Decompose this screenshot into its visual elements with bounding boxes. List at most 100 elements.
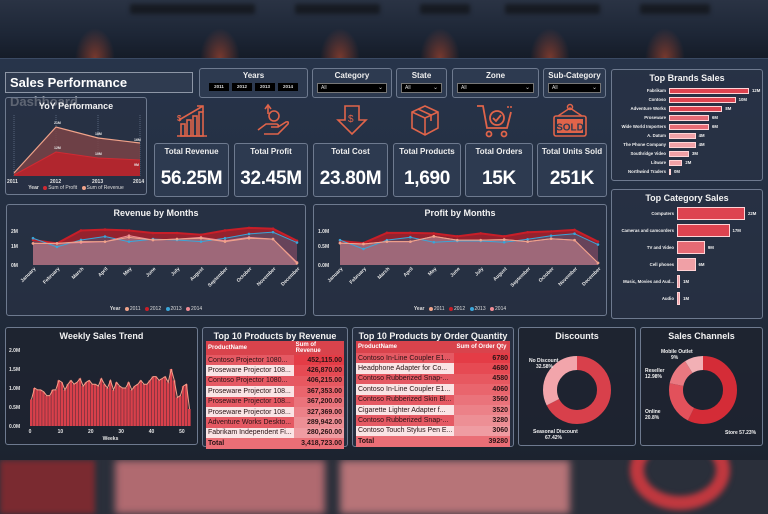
table-row[interactable]: Adventure Works Deskto... 289,942.00 bbox=[206, 417, 344, 428]
bar-row[interactable]: Wide World Importers 6M bbox=[614, 123, 718, 130]
kpi-value: 32.45M bbox=[240, 168, 302, 189]
total-row: Total 3,418,723.00 bbox=[206, 438, 344, 450]
blurred-background-top bbox=[0, 0, 768, 58]
table-row[interactable]: Contoso Projector 1080... 452,115.00 bbox=[206, 355, 344, 366]
year-button-2013[interactable]: 2013 bbox=[255, 83, 275, 91]
table-row[interactable]: Contoso Projector 1080... 406,215.00 bbox=[206, 375, 344, 387]
subcategory-dropdown[interactable]: All ⌄ bbox=[548, 83, 601, 93]
weekly-bar-plot: 2.0M 1.5M 1.0M 0.5M 0.0M 0 10 20 30 40 50 Weeks bbox=[9, 348, 191, 442]
bar-value: 1M bbox=[683, 296, 690, 301]
table-row[interactable]: Contoso Touch Stylus Pen E... 3060 bbox=[356, 425, 510, 437]
bar[interactable] bbox=[669, 114, 709, 121]
column-header-order-qty[interactable]: Sum of Order Qty bbox=[454, 341, 510, 353]
bar[interactable] bbox=[669, 96, 736, 103]
bar[interactable] bbox=[677, 224, 730, 237]
bar[interactable] bbox=[669, 87, 749, 94]
bar-row[interactable]: A. Datum 4M bbox=[614, 132, 705, 139]
table-row[interactable]: Contoso In-Line Coupler E1... 4060 bbox=[356, 384, 510, 395]
bar[interactable] bbox=[669, 123, 709, 130]
bar-row[interactable]: Litware 2M bbox=[614, 159, 691, 166]
bar-value: 9M bbox=[707, 245, 714, 250]
svg-text:Seasonal Discount: Seasonal Discount bbox=[533, 429, 578, 435]
svg-text:Store 57.23%: Store 57.23% bbox=[725, 430, 757, 436]
table-row[interactable]: Contoso Rubberized Skin Bl... 3560 bbox=[356, 394, 510, 405]
subcategory-slicer-label: Sub-Category bbox=[548, 71, 601, 80]
bar-value: 8M bbox=[725, 106, 732, 111]
svg-text:May: May bbox=[427, 266, 438, 277]
bar-value: 6M bbox=[712, 124, 718, 129]
table-row[interactable]: Proseware Projector 108... 426,870.00 bbox=[206, 365, 344, 376]
bar-row[interactable]: The Phone Company 4M bbox=[614, 141, 705, 148]
table-row[interactable]: Contoso Rubberized Snap-... 3280 bbox=[356, 415, 510, 426]
bar-row[interactable]: Southridge Video 3M bbox=[614, 150, 698, 157]
table-row[interactable]: Contoso Rubberized Snap-... 4580 bbox=[356, 373, 510, 385]
bar-row[interactable]: Northwind Traders 0M bbox=[614, 168, 680, 175]
svg-text:16M: 16M bbox=[134, 138, 141, 142]
svg-text:January: January bbox=[20, 266, 38, 284]
svg-text:1M: 1M bbox=[11, 244, 18, 250]
svg-text:9M: 9M bbox=[134, 163, 139, 167]
bar[interactable] bbox=[669, 150, 689, 157]
bar[interactable] bbox=[677, 207, 745, 220]
category-dropdown[interactable]: All ⌄ bbox=[317, 83, 387, 93]
table-row[interactable]: Contoso In-Line Coupler E1... 6780 bbox=[356, 353, 510, 364]
table-row[interactable]: Headphone Adapter for Co... 4680 bbox=[356, 363, 510, 374]
bar-row[interactable]: Proseware 6M bbox=[614, 114, 718, 121]
column-header-product[interactable]: ProductName bbox=[356, 341, 455, 353]
product-name-cell: Contoso Rubberized Snap-... bbox=[356, 373, 455, 385]
top-products-quantity-table: Top 10 Products by Order Quantity Produc… bbox=[352, 327, 514, 448]
revenue-legend: Year 2011 2012 2013 2014 bbox=[109, 306, 203, 312]
kpi-total-profit: Total Profit 32.45M bbox=[234, 143, 308, 197]
yoy-performance-chart: YoY Performance 21M 18M 16M 12M 10M 9M 2… bbox=[5, 97, 147, 195]
bar-value: 0M bbox=[674, 169, 680, 174]
bar-row[interactable]: Contoso 10M bbox=[614, 96, 747, 103]
bar-label: Music, Movies and Aud... bbox=[623, 279, 674, 284]
bar[interactable] bbox=[677, 275, 681, 288]
state-dropdown[interactable]: All ⌄ bbox=[401, 83, 442, 93]
column-header-revenue[interactable]: Sum of Revenue bbox=[293, 341, 344, 355]
svg-text:10: 10 bbox=[58, 429, 64, 435]
shopping-cart-check-icon bbox=[477, 105, 512, 138]
bar-label: Wide World Importers bbox=[621, 124, 666, 129]
table-row[interactable]: Proseware Projector 108... 367,353.00 bbox=[206, 386, 344, 397]
table-row[interactable]: Proseware Projector 108... 367,200.00 bbox=[206, 396, 344, 407]
product-name-cell: Contoso Projector 1080... bbox=[206, 355, 294, 366]
box-icon bbox=[411, 105, 439, 136]
value-cell: 426,870.00 bbox=[293, 365, 344, 376]
bar-label: Adventure Works bbox=[630, 106, 667, 111]
bar-row[interactable]: Computers 22M bbox=[614, 207, 756, 220]
bar[interactable] bbox=[677, 241, 705, 254]
chevron-down-icon: ⌄ bbox=[432, 85, 438, 91]
bar-row[interactable]: Cell phones 6M bbox=[614, 258, 705, 271]
zone-dropdown[interactable]: All ⌄ bbox=[457, 83, 534, 93]
year-button-2011[interactable]: 2011 bbox=[209, 83, 229, 91]
value-cell: 367,200.00 bbox=[293, 396, 344, 407]
bar[interactable] bbox=[669, 132, 696, 139]
bar-row[interactable]: Fabrikam 12M bbox=[614, 87, 760, 94]
kpi-title: Total Units Sold bbox=[541, 147, 603, 156]
svg-text:0.5M: 0.5M bbox=[318, 244, 329, 250]
bar-row[interactable]: Audio 1M bbox=[614, 292, 690, 305]
state-slicer: State All ⌄ bbox=[396, 68, 447, 98]
svg-text:50: 50 bbox=[179, 429, 185, 435]
bar-row[interactable]: Adventure Works 8M bbox=[614, 105, 731, 112]
bar-row[interactable]: Music, Movies and Aud... 1M bbox=[614, 275, 689, 288]
table-row[interactable]: Fabrikam Independent Fi... 280,260.00 bbox=[206, 427, 344, 439]
bar[interactable] bbox=[669, 168, 671, 175]
table-row[interactable]: Cigarette Lighter Adapter f... 3520 bbox=[356, 404, 510, 416]
column-header-product[interactable]: ProductName bbox=[206, 341, 294, 355]
year-button-2012[interactable]: 2012 bbox=[232, 83, 252, 91]
bar[interactable] bbox=[677, 292, 681, 305]
bar[interactable] bbox=[677, 258, 696, 271]
table-row[interactable]: Proseware Projector 108... 327,369.00 bbox=[206, 406, 344, 418]
value-cell: 3520 bbox=[454, 404, 510, 416]
bar[interactable] bbox=[669, 159, 683, 166]
bar-row[interactable]: Cameras and camcorders 17M bbox=[614, 224, 741, 237]
bar[interactable] bbox=[669, 105, 723, 112]
kpi-total-products: Total Products 1,690 bbox=[393, 143, 461, 197]
bar-row[interactable]: TV and Video 9M bbox=[614, 241, 714, 254]
year-button-2014[interactable]: 2014 bbox=[278, 83, 298, 91]
bar[interactable] bbox=[669, 141, 696, 148]
svg-text:0.0M: 0.0M bbox=[9, 424, 20, 430]
svg-text:2014: 2014 bbox=[133, 179, 144, 185]
